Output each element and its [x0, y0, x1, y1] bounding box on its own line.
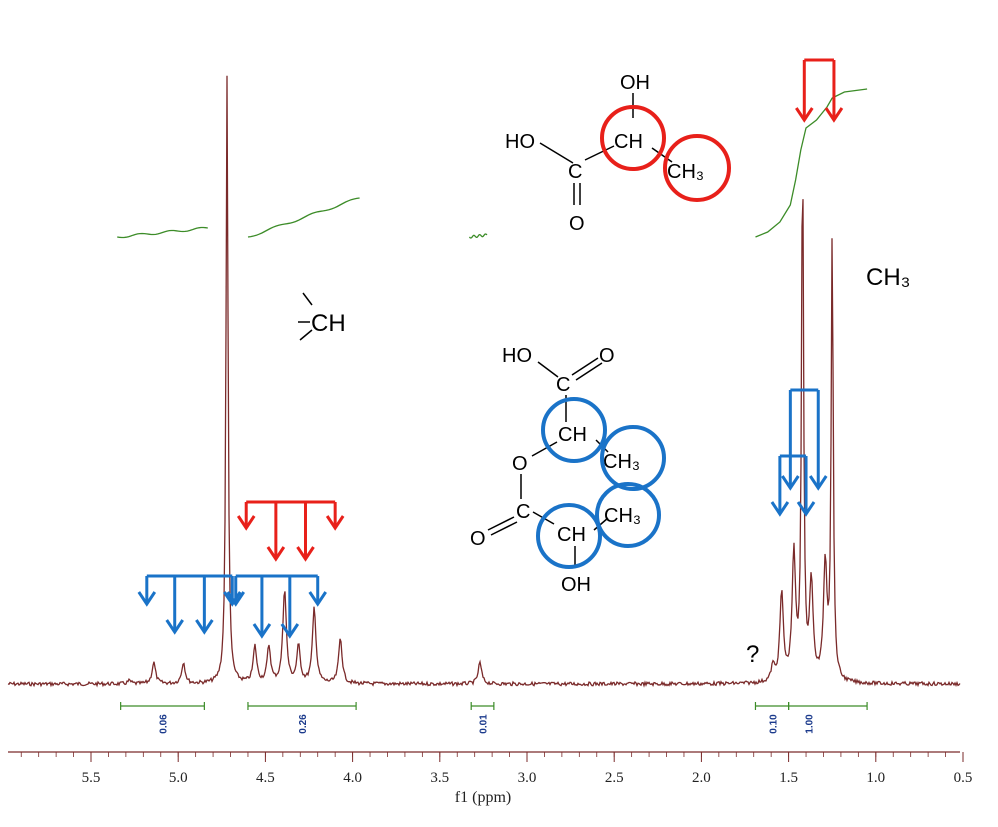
x-tick-label: 1.0: [866, 770, 885, 786]
dimer-ho: HO: [502, 345, 532, 367]
integral-bars: 0.06 0.26 0.01 0.10 1.00: [120, 702, 868, 734]
integral-curve-1: [247, 197, 360, 238]
red-circle-ch: [600, 105, 666, 171]
x-tick-label: 1.5: [779, 770, 798, 786]
ch3-label: CH₃: [866, 264, 910, 291]
lactic-o: O: [569, 213, 585, 235]
lactic-ho: HO: [505, 131, 535, 153]
red-bracket-quartet-arrow-head: [325, 515, 345, 531]
blue-bracket-left-arrow-head: [137, 591, 157, 607]
x-tick-label: 5.0: [169, 770, 188, 786]
red-bracket-quartet-arrow-head: [296, 546, 315, 562]
blue-circle-ch3-lower: [595, 482, 661, 548]
dimer-o-top: O: [599, 345, 615, 367]
x-tick-label: 5.5: [82, 770, 101, 786]
dimer-o-mid: O: [512, 453, 528, 475]
integral-value-label: 0.01: [479, 714, 490, 734]
dimer-c-bottom: C: [516, 501, 530, 523]
blue-bracket-outer-arrow-head: [781, 475, 800, 491]
blue-bracket-mid-arrow-head: [226, 591, 246, 607]
blue-circle-ch-top: [541, 397, 607, 463]
ch-label: CH: [311, 310, 346, 337]
multiplet-arrows: [137, 58, 844, 639]
lactic-c: C: [568, 161, 582, 183]
x-tick-label: 2.5: [605, 770, 624, 786]
blue-circle-ch3-upper: [600, 425, 666, 491]
blue-bracket-outer-arrow-head: [808, 475, 828, 491]
x-axis-title: f1 (ppm): [455, 789, 511, 806]
integral-value-label: 1.00: [805, 714, 816, 734]
lactic-oh: OH: [620, 72, 650, 94]
red-bracket-quartet-arrow-head: [236, 515, 256, 531]
ch-annotation: CH: [298, 292, 346, 341]
spectrum-trace: [7, 75, 961, 688]
blue-bracket-mid-arrow-head: [252, 623, 272, 639]
integral-curves: [117, 88, 868, 239]
red-circle-ch3: [663, 134, 731, 202]
red-bracket-quartet-arrow-head: [266, 546, 286, 562]
integral-curve-0: [117, 226, 208, 239]
question-mark: ?: [746, 641, 759, 668]
x-axis-ticks: 5.5 5.0 4.5 4.0 3.5 3.0 2.5 2.0 1.5 1.0 0.5: [20, 752, 973, 786]
blue-bracket-mid-arrow-head: [308, 591, 327, 607]
dimer-ch3-upper: CH₃: [603, 451, 640, 473]
integral-value-label: 0.06: [159, 714, 170, 734]
red-bracket-doublet-arrow-head: [824, 107, 844, 123]
dimer-c-top: C: [556, 374, 570, 396]
x-tick-label: 4.0: [343, 770, 362, 786]
x-tick-label: 0.5: [954, 770, 973, 786]
dimer-ch-top: CH: [558, 424, 587, 446]
blue-bracket-left-arrow-head: [223, 591, 242, 607]
blue-bracket-left-arrow-head: [195, 619, 214, 635]
red-bracket-doublet-arrow-head: [795, 107, 814, 123]
integral-value-label: 0.26: [298, 714, 309, 734]
dimer-oh: OH: [561, 574, 591, 596]
lactic-ch: CH: [614, 131, 643, 153]
integral-curve-2: [468, 233, 488, 239]
blue-bracket-inner-arrow-head: [770, 501, 790, 517]
dimer-o-left: O: [470, 528, 486, 550]
blue-bracket-inner-arrow-head: [796, 501, 816, 517]
integral-value-label: 0.10: [768, 714, 779, 734]
dimer-ch3-lower: CH₃: [604, 505, 641, 527]
lactic-ch3: CH₃: [667, 161, 704, 183]
blue-bracket-left-arrow-head: [165, 619, 184, 635]
x-tick-label: 3.5: [430, 770, 449, 786]
x-tick-label: 4.5: [256, 770, 275, 786]
x-tick-label: 3.0: [518, 770, 537, 786]
lactic-acid-structure: OH HO C CH CH₃ O: [505, 72, 731, 235]
x-tick-label: 2.0: [692, 770, 711, 786]
blue-circle-ch-bottom: [536, 503, 602, 569]
blue-bracket-mid-arrow-head: [280, 623, 300, 639]
dimer-structure: HO O C CH CH₃ O C O CH CH₃ OH: [470, 345, 666, 596]
dimer-ch-bottom: CH: [557, 524, 586, 546]
